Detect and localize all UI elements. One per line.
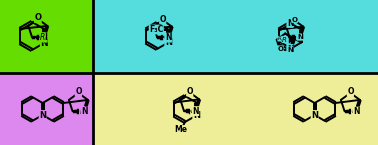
Text: N: N (40, 39, 48, 48)
Bar (0, 73, 93, 145)
Bar (93, 0, 378, 73)
Text: N: N (39, 110, 46, 119)
Text: O: O (160, 14, 166, 23)
Text: N: N (297, 34, 303, 40)
Text: R: R (191, 108, 196, 114)
Text: O: O (34, 13, 41, 22)
Text: N: N (192, 107, 199, 116)
Text: N: N (287, 47, 293, 53)
Text: N: N (287, 19, 293, 28)
Text: O: O (75, 87, 82, 97)
Bar (0, 0, 93, 73)
Text: O: O (292, 17, 298, 22)
Text: Me: Me (175, 126, 187, 135)
Text: R,,,: R,,, (278, 36, 287, 41)
Text: R: R (40, 33, 45, 42)
Text: N: N (193, 111, 200, 120)
Text: R: R (296, 34, 301, 40)
Text: N: N (353, 107, 359, 116)
Text: N: N (165, 38, 172, 47)
Text: R: R (352, 108, 356, 114)
Text: N: N (81, 107, 88, 116)
Bar (93, 73, 378, 145)
Text: R: R (164, 34, 169, 40)
Text: O: O (347, 87, 354, 97)
Text: N: N (311, 110, 318, 119)
Text: N: N (40, 33, 47, 42)
Text: R: R (79, 107, 85, 116)
Text: O: O (277, 46, 284, 52)
Text: R: R (282, 37, 287, 43)
Text: N: N (165, 33, 172, 42)
Text: O: O (186, 87, 193, 96)
Text: F₃C: F₃C (149, 25, 163, 34)
Text: N: N (287, 45, 293, 54)
